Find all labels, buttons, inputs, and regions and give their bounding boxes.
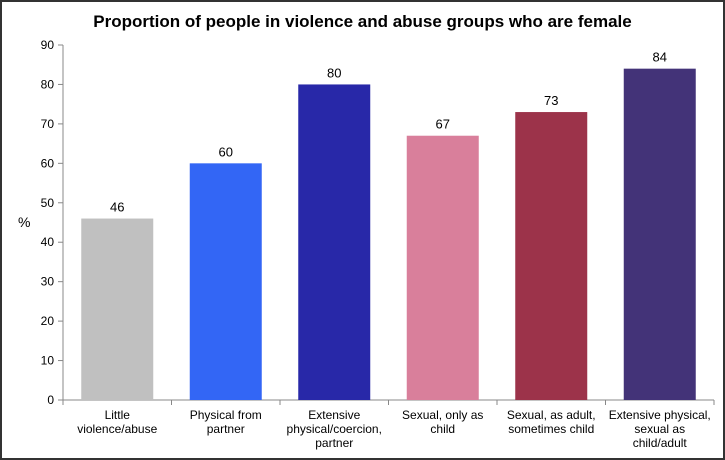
data-label: 46 [110, 200, 124, 215]
x-category-label: Sexual, as adult, sometimes child [506, 408, 596, 436]
y-tick-label: 20 [41, 314, 55, 328]
y-tick-label: 40 [41, 235, 55, 249]
bar [515, 112, 588, 401]
x-category-label: Little violence/abuse [77, 408, 158, 436]
bar [189, 163, 262, 400]
y-tick-label: 60 [41, 156, 55, 170]
x-category-label: Extensive physical/coercion, partner [286, 408, 382, 450]
data-label: 60 [219, 144, 233, 159]
bar [81, 218, 154, 400]
x-category-label: Physical from partner [189, 408, 262, 436]
y-tick-label: 80 [41, 77, 55, 91]
y-tick-label: 10 [41, 354, 55, 368]
x-category-label: Extensive physical, sexual as child/adul… [608, 408, 711, 450]
data-label: 80 [327, 65, 341, 80]
y-tick-label: 0 [47, 393, 54, 407]
y-tick-label: 30 [41, 275, 55, 289]
y-tick-label: 50 [41, 196, 55, 210]
y-tick-label: 90 [41, 38, 55, 52]
y-axis-label: % [18, 214, 31, 230]
y-tick-label: 70 [41, 117, 55, 131]
bar [298, 84, 371, 400]
chart-title: Proportion of people in violence and abu… [93, 12, 632, 31]
bar [623, 68, 696, 401]
bar [406, 135, 479, 400]
x-category-label: Sexual, only as child [402, 408, 484, 436]
data-label: 73 [544, 93, 558, 108]
data-label: 84 [653, 50, 667, 65]
data-label: 67 [436, 117, 450, 132]
